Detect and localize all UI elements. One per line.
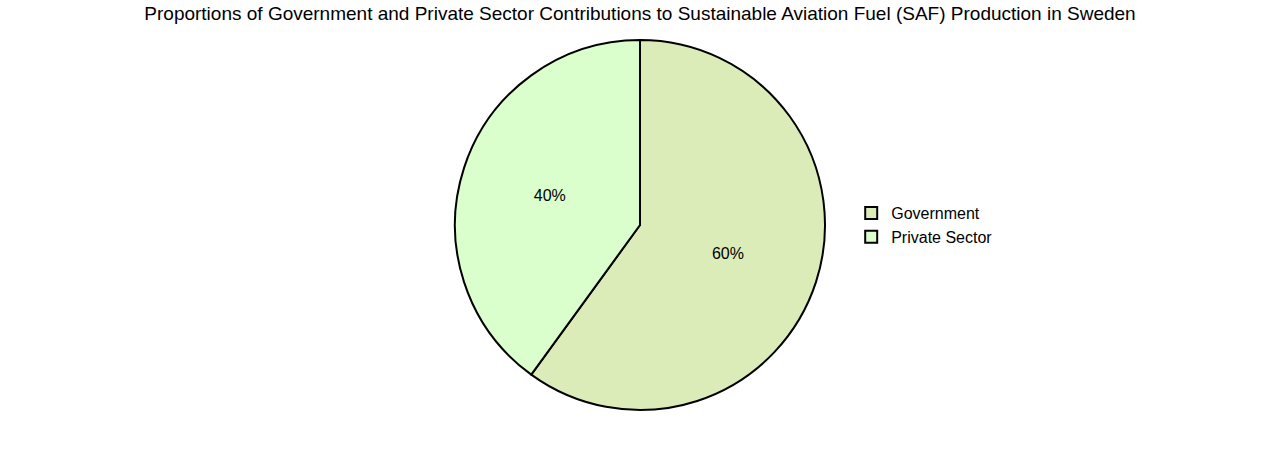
- svg-text:40%: 40%: [534, 187, 566, 204]
- svg-text:60%: 60%: [712, 245, 744, 262]
- svg-text:Proportions of Government and: Proportions of Government and Private Se…: [144, 3, 1135, 24]
- svg-text:Private Sector: Private Sector: [891, 229, 992, 246]
- svg-text:Government: Government: [891, 205, 980, 222]
